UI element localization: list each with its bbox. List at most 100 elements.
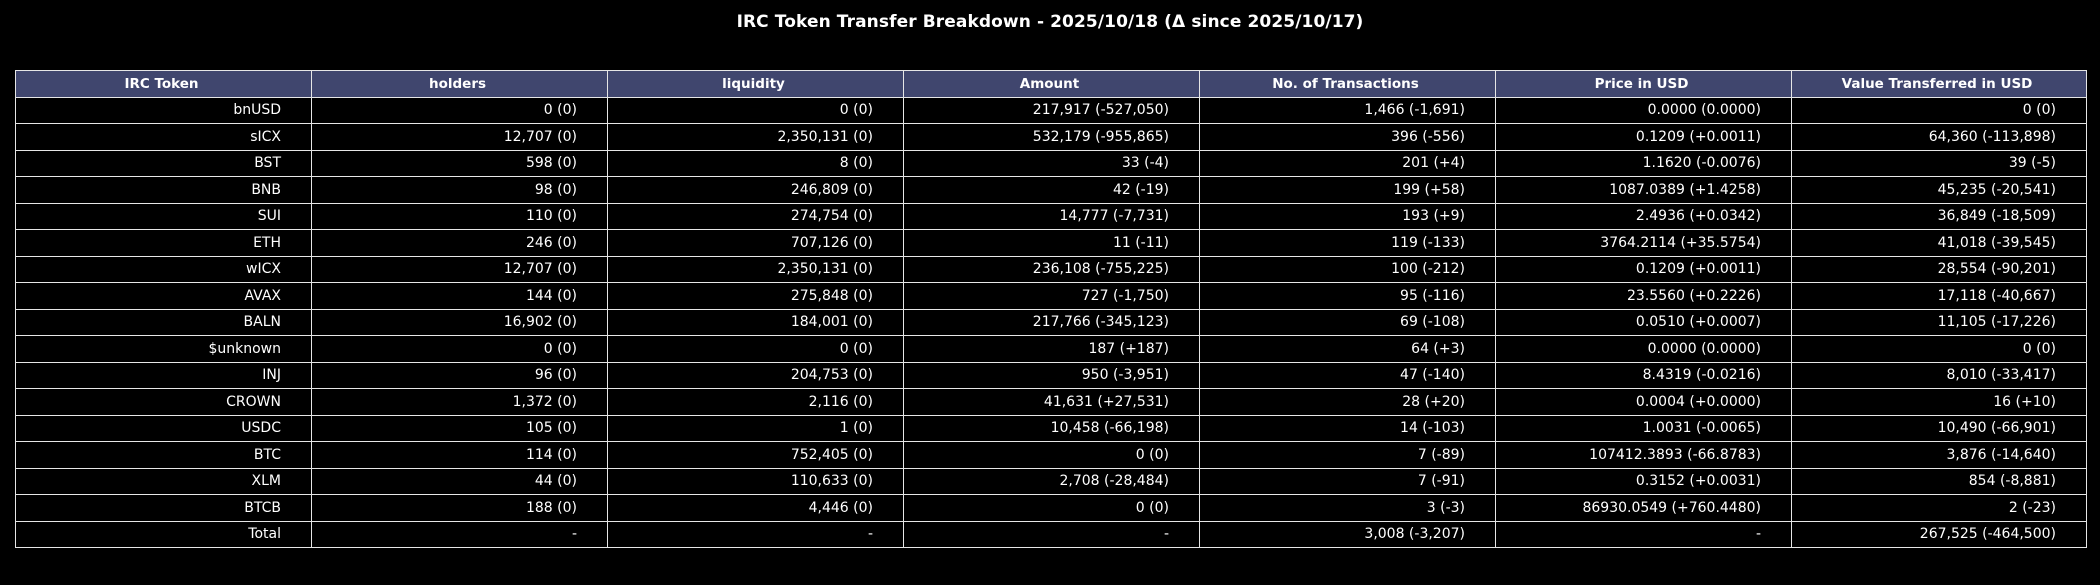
- table-cell: 752,405 (0): [607, 441, 904, 469]
- table-cell: 0 (0): [311, 96, 608, 124]
- table-cell: 11 (-11): [903, 229, 1200, 257]
- table-cell: 267,525 (-464,500): [1791, 520, 2087, 548]
- table-cell: 2,350,131 (0): [607, 123, 904, 151]
- table-cell: 12,707 (0): [311, 255, 608, 283]
- table-row: Total - - -3,008 (-3,207) -267,525 (-464,500…: [15, 520, 2087, 548]
- table-cell: wICX: [15, 255, 312, 283]
- table-cell: 10,458 (-66,198): [903, 414, 1200, 442]
- table-cell: 2.4936 (+0.0342): [1495, 202, 1792, 230]
- table-row: BTC 114 (0) 752,405 (0) 0 (0) 7 (-89) 107412.…: [15, 441, 2087, 469]
- table-cell: 236,108 (-755,225): [903, 255, 1200, 283]
- table-cell: 8.4319 (-0.0216): [1495, 361, 1792, 389]
- table-cell: 3,008 (-3,207): [1199, 520, 1496, 548]
- table-cell: 1.0031 (-0.0065): [1495, 414, 1792, 442]
- table-cell: 193 (+9): [1199, 202, 1496, 230]
- table-cell: 16,902 (0): [311, 308, 608, 336]
- table-cell: 1 (0): [607, 414, 904, 442]
- table-cell: 707,126 (0): [607, 229, 904, 257]
- table-cell: SUI: [15, 202, 312, 230]
- table-row: $unknown 0 (0) 0 (0) 187 (+187) 64 (+3) 0.000…: [15, 335, 2087, 363]
- table-cell: 2 (-23): [1791, 494, 2087, 522]
- table-cell: 39 (-5): [1791, 149, 2087, 177]
- table-row: USDC 105 (0) 1 (0) 10,458 (-66,198) 14 (-103…: [15, 414, 2087, 442]
- table-cell: 110,633 (0): [607, 467, 904, 495]
- table-cell: bnUSD: [15, 96, 312, 124]
- table-cell: $unknown: [15, 335, 312, 363]
- table-cell: 7 (-89): [1199, 441, 1496, 469]
- table-cell: 0.3152 (+0.0031): [1495, 467, 1792, 495]
- table-cell: 1,372 (0): [311, 388, 608, 416]
- table-row: sICX 12,707 (0) 2,350,131 (0) 532,179 (-955…: [15, 123, 2087, 151]
- table-cell: 0 (0): [1791, 96, 2087, 124]
- table-cell: 144 (0): [311, 282, 608, 310]
- table-cell: 105 (0): [311, 414, 608, 442]
- table-cell: 41,018 (-39,545): [1791, 229, 2087, 257]
- table-cell: 201 (+4): [1199, 149, 1496, 177]
- table-cell: 727 (-1,750): [903, 282, 1200, 310]
- table-cell: 1.1620 (-0.0076): [1495, 149, 1792, 177]
- table-cell: 1,466 (-1,691): [1199, 96, 1496, 124]
- table-row: INJ 96 (0) 204,753 (0) 950 (-3,951) 47 (-140…: [15, 361, 2087, 389]
- table-cell: 95 (-116): [1199, 282, 1496, 310]
- table-cell: 114 (0): [311, 441, 608, 469]
- table-cell: 0.1209 (+0.0011): [1495, 255, 1792, 283]
- column-header: holders: [311, 70, 608, 98]
- table-cell: 107412.3893 (-66.8783): [1495, 441, 1792, 469]
- table-cell: USDC: [15, 414, 312, 442]
- column-header: No. of Transactions: [1199, 70, 1496, 98]
- table-cell: 598 (0): [311, 149, 608, 177]
- table-cell: 396 (-556): [1199, 123, 1496, 151]
- table-row: BTCB 188 (0) 4,446 (0) 0 (0) 3 (-3) 86930.054…: [15, 494, 2087, 522]
- table-cell: 86930.0549 (+760.4480): [1495, 494, 1792, 522]
- table-cell: 28 (+20): [1199, 388, 1496, 416]
- table-cell: 0 (0): [1791, 335, 2087, 363]
- table-cell: 0 (0): [607, 96, 904, 124]
- table-row: bnUSD 0 (0) 0 (0) 217,917 (-527,050) 1,466 (…: [15, 96, 2087, 124]
- table-cell: Total: [15, 520, 312, 548]
- table-cell: 950 (-3,951): [903, 361, 1200, 389]
- table-cell: 17,118 (-40,667): [1791, 282, 2087, 310]
- table-cell: -: [1495, 520, 1792, 548]
- table-cell: 217,766 (-345,123): [903, 308, 1200, 336]
- table-cell: 64 (+3): [1199, 335, 1496, 363]
- table-cell: 2,350,131 (0): [607, 255, 904, 283]
- table-cell: 0 (0): [607, 335, 904, 363]
- table-cell: 14 (-103): [1199, 414, 1496, 442]
- table-cell: 188 (0): [311, 494, 608, 522]
- header-row: IRC Token holders liquidity Amount No. o…: [15, 70, 2087, 98]
- table-cell: 0 (0): [903, 441, 1200, 469]
- table-row: wICX 12,707 (0) 2,350,131 (0) 236,108 (-755…: [15, 255, 2087, 283]
- table-cell: BST: [15, 149, 312, 177]
- table-cell: 2,708 (-28,484): [903, 467, 1200, 495]
- table-cell: 0 (0): [311, 335, 608, 363]
- table-cell: BTC: [15, 441, 312, 469]
- column-header: IRC Token: [15, 70, 312, 98]
- table-cell: BTCB: [15, 494, 312, 522]
- table-cell: 1087.0389 (+1.4258): [1495, 176, 1792, 204]
- table-cell: 217,917 (-527,050): [903, 96, 1200, 124]
- table-cell: 0.0004 (+0.0000): [1495, 388, 1792, 416]
- table-cell: 98 (0): [311, 176, 608, 204]
- table-cell: CROWN: [15, 388, 312, 416]
- column-header: Amount: [903, 70, 1200, 98]
- table-cell: 96 (0): [311, 361, 608, 389]
- table-cell: 204,753 (0): [607, 361, 904, 389]
- table-cell: 41,631 (+27,531): [903, 388, 1200, 416]
- table-cell: XLM: [15, 467, 312, 495]
- table-row: BST 598 (0) 8 (0) 33 (-4) 201 (+4) 1.1620 (-0…: [15, 149, 2087, 177]
- table-cell: 0.1209 (+0.0011): [1495, 123, 1792, 151]
- table-cell: 8 (0): [607, 149, 904, 177]
- table-cell: 187 (+187): [903, 335, 1200, 363]
- column-header: liquidity: [607, 70, 904, 98]
- table-cell: 36,849 (-18,509): [1791, 202, 2087, 230]
- table-cell: 47 (-140): [1199, 361, 1496, 389]
- table-cell: 64,360 (-113,898): [1791, 123, 2087, 151]
- table-row: XLM 44 (0) 110,633 (0) 2,708 (-28,484) 7 (-9…: [15, 467, 2087, 495]
- table-cell: 3,876 (-14,640): [1791, 441, 2087, 469]
- table-cell: 14,777 (-7,731): [903, 202, 1200, 230]
- table-cell: 0.0000 (0.0000): [1495, 96, 1792, 124]
- table-cell: BALN: [15, 308, 312, 336]
- table-cell: 199 (+58): [1199, 176, 1496, 204]
- table-row: BNB 98 (0) 246,809 (0) 42 (-19) 199 (+58) 108…: [15, 176, 2087, 204]
- table-cell: 532,179 (-955,865): [903, 123, 1200, 151]
